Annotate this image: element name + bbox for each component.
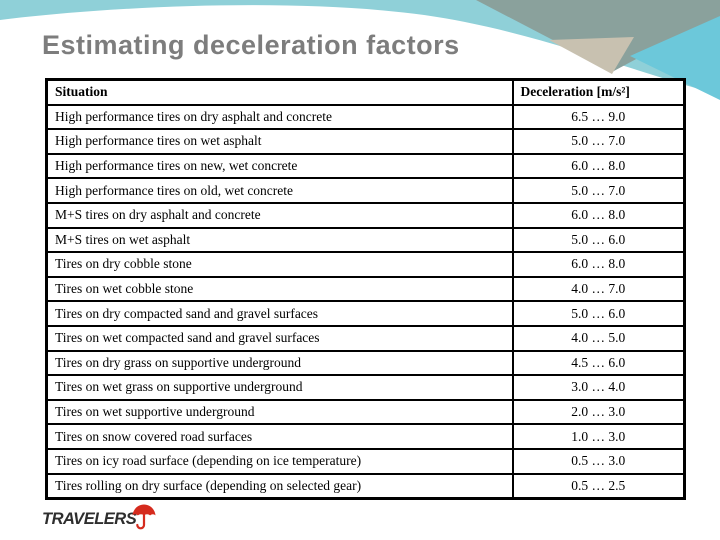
umbrella-icon (132, 504, 156, 530)
deceleration-cell: 6.0 … 8.0 (511, 201, 686, 229)
table-row: Tires on snow covered road surfaces 1.0 …… (45, 423, 686, 450)
table-row: Tires on wet cobble stone 4.0 … 7.0 (45, 275, 686, 303)
situation-cell: High performance tires on new, wet concr… (45, 152, 514, 180)
situation-cell: Tires on dry grass on supportive undergr… (45, 349, 514, 377)
deceleration-cell: 3.0 … 4.0 (511, 374, 686, 401)
situation-cell: Tires on wet supportive underground (45, 398, 514, 426)
deceleration-cell: 5.0 … 7.0 (511, 128, 686, 155)
deceleration-cell: 5.0 … 7.0 (511, 177, 686, 204)
table-row: Tires on icy road surface (depending on … (45, 447, 686, 475)
table-row: Tires on wet supportive underground 2.0 …… (45, 398, 686, 426)
deceleration-cell: 6.0 … 8.0 (511, 152, 686, 180)
situation-cell: M+S tires on dry asphalt and concrete (45, 201, 514, 229)
situation-header: Situation (45, 78, 514, 106)
situation-cell: Tires on dry cobble stone (45, 251, 514, 278)
situation-cell: Tires rolling on dry surface (depending … (45, 472, 514, 500)
deceleration-cell: 2.0 … 3.0 (511, 398, 686, 426)
table-row: High performance tires on new, wet concr… (45, 152, 686, 180)
table-row: Tires on wet grass on supportive undergr… (45, 374, 686, 401)
situation-cell: Tires on dry compacted sand and gravel s… (45, 300, 514, 327)
situation-cell: Tires on icy road surface (depending on … (45, 447, 514, 475)
table-row: Tires on dry cobble stone 6.0 … 8.0 (45, 251, 686, 278)
sage-triangle (476, 0, 720, 72)
situation-cell: High performance tires on dry asphalt an… (45, 103, 514, 131)
table-row: Tires on dry compacted sand and gravel s… (45, 300, 686, 327)
table-row: Tires on wet compacted sand and gravel s… (45, 324, 686, 352)
table-row: High performance tires on dry asphalt an… (45, 103, 686, 131)
table-body: High performance tires on dry asphalt an… (45, 103, 686, 500)
deceleration-cell: 5.0 … 6.0 (511, 226, 686, 254)
situation-cell: Tires on snow covered road surfaces (45, 423, 514, 450)
deceleration-table: Situation Deceleration [m/s²] High perfo… (45, 78, 686, 501)
table-row: M+S tires on wet asphalt 5.0 … 6.0 (45, 226, 686, 254)
table-row: Tires on dry grass on supportive undergr… (45, 349, 686, 377)
situation-cell: Tires on wet compacted sand and gravel s… (45, 324, 514, 352)
deceleration-cell: 1.0 … 3.0 (511, 423, 686, 450)
situation-cell: High performance tires on old, wet concr… (45, 177, 514, 204)
slide-title: Estimating deceleration factors (42, 30, 460, 60)
deceleration-cell: 5.0 … 6.0 (511, 300, 686, 327)
travelers-logo: TRAVELERS (42, 504, 157, 533)
travelers-logo-text: TRAVELERS (42, 509, 137, 528)
table-row: Tires rolling on dry surface (depending … (45, 472, 686, 500)
table-row: High performance tires on old, wet concr… (45, 177, 686, 204)
table-row: M+S tires on dry asphalt and concrete 6.0… (45, 201, 686, 229)
deceleration-cell: 6.0 … 8.0 (511, 251, 686, 278)
deceleration-cell: 6.5 … 9.0 (511, 103, 686, 131)
deceleration-cell: 0.5 … 2.5 (511, 472, 686, 500)
situation-cell: M+S tires on wet asphalt (45, 226, 514, 254)
deceleration-cell: 4.0 … 5.0 (511, 324, 686, 352)
table-header-row: Situation Deceleration [m/s²] (45, 78, 686, 106)
deceleration-cell: 4.0 … 7.0 (511, 275, 686, 303)
deceleration-cell: 4.5 … 6.0 (511, 349, 686, 377)
situation-cell: Tires on wet cobble stone (45, 275, 514, 303)
deceleration-header: Deceleration [m/s²] (511, 78, 686, 106)
situation-cell: High performance tires on wet asphalt (45, 128, 514, 155)
deceleration-cell: 0.5 … 3.0 (511, 447, 686, 475)
situation-cell: Tires on wet grass on supportive undergr… (45, 374, 514, 401)
table-row: High performance tires on wet asphalt 5.0… (45, 128, 686, 155)
tan-triangle (549, 37, 634, 74)
